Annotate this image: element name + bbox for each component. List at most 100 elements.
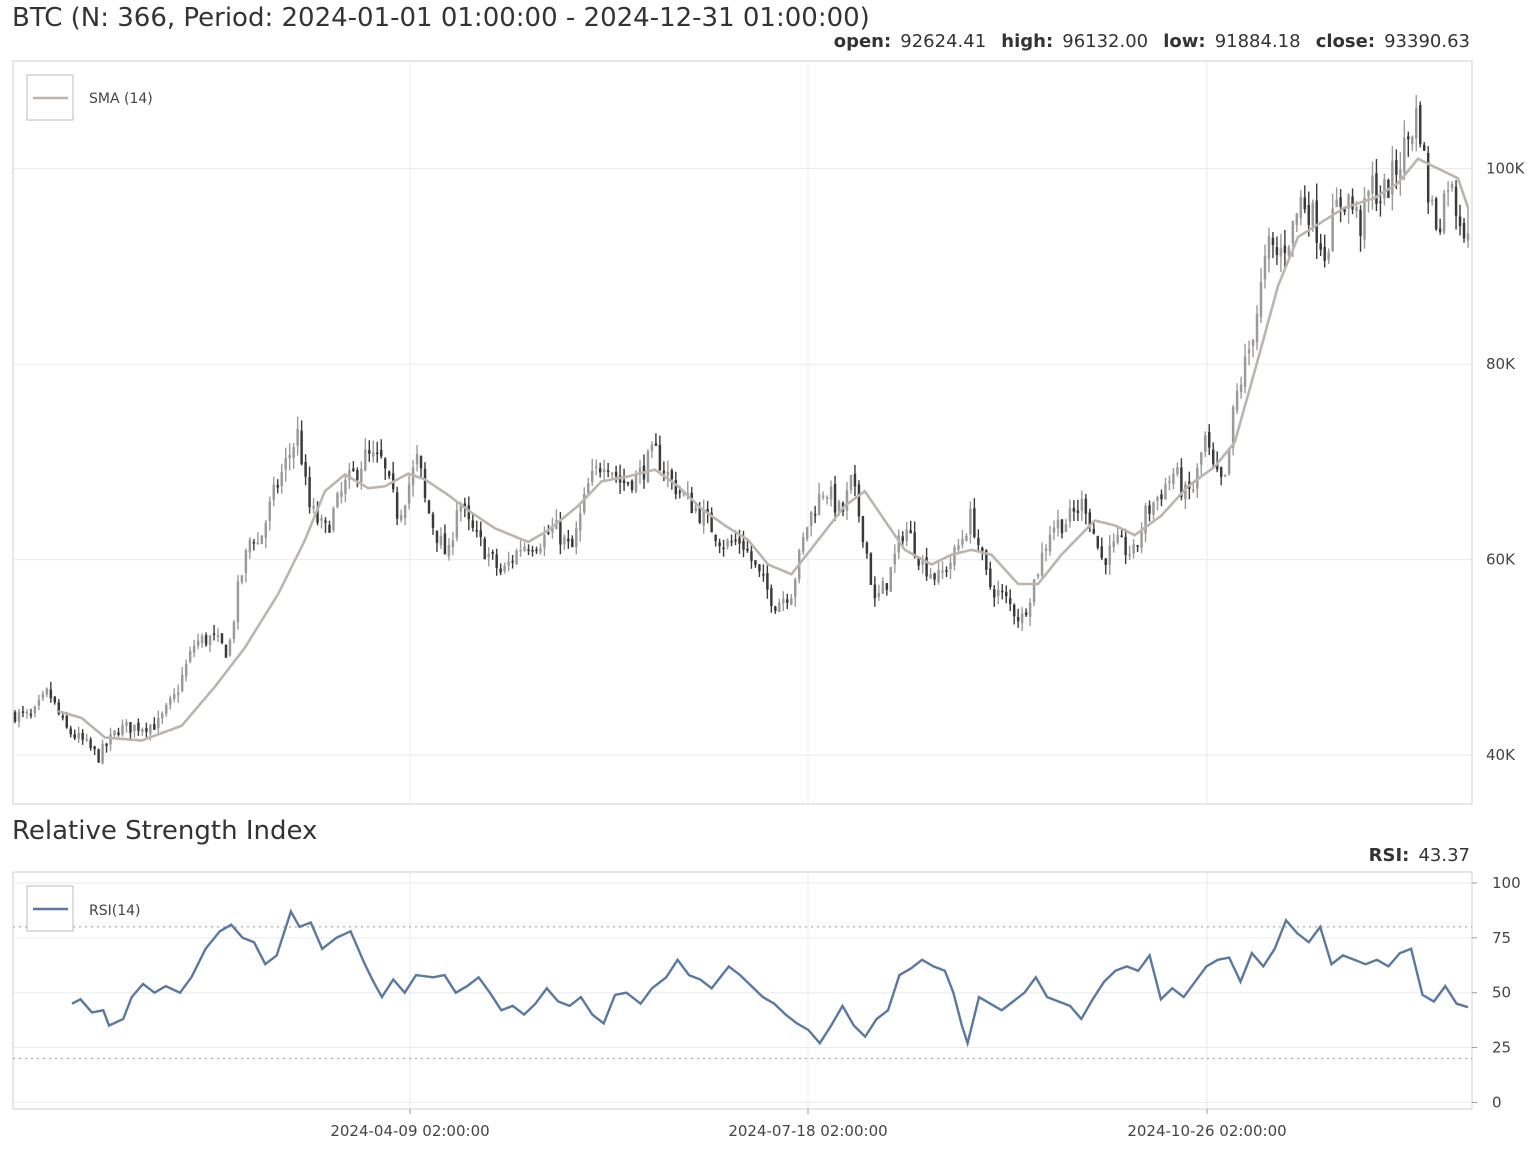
- candle-body: [491, 551, 494, 554]
- candle-body: [133, 724, 136, 732]
- candle: [654, 433, 658, 446]
- candle: [531, 545, 534, 557]
- x-axis: 2024-04-09 02:00:00 2024-07-18 02:00:00 20…: [330, 1109, 1287, 1140]
- candle: [1363, 187, 1366, 249]
- candle-body: [1267, 235, 1271, 259]
- candle-body: [1446, 190, 1450, 192]
- candle: [1204, 431, 1207, 458]
- candle: [125, 719, 128, 733]
- candle-body: [1371, 175, 1374, 194]
- candle: [109, 727, 112, 751]
- candle-body: [1044, 548, 1048, 551]
- candle: [196, 633, 200, 650]
- candle-body: [1466, 233, 1470, 241]
- rsi-y-tick-label: 75: [1492, 929, 1511, 947]
- x-tick-label: 2024-10-26 02:00:00: [1127, 1122, 1286, 1140]
- candle: [220, 632, 224, 645]
- candle: [13, 709, 17, 724]
- candle: [519, 540, 522, 557]
- candle-body: [929, 574, 932, 579]
- candle-body: [1020, 613, 1024, 624]
- candle: [718, 538, 721, 554]
- candle-body: [1359, 209, 1362, 237]
- candle: [507, 551, 510, 572]
- candle-body: [141, 729, 144, 732]
- candle: [1108, 535, 1111, 575]
- candle: [264, 519, 268, 548]
- candle: [1060, 518, 1064, 539]
- candle: [447, 538, 451, 561]
- candle: [762, 564, 765, 582]
- candle-body: [1415, 108, 1418, 139]
- candle-body: [507, 561, 510, 566]
- candle: [1104, 557, 1107, 575]
- candle: [200, 633, 204, 648]
- candle: [129, 722, 132, 740]
- candle-body: [654, 443, 658, 446]
- candle: [49, 681, 53, 703]
- candle: [1100, 537, 1104, 561]
- candle: [379, 439, 383, 459]
- candle-body: [1180, 467, 1183, 498]
- x-tick-label: 2024-07-18 02:00:00: [728, 1122, 887, 1140]
- candle-body: [184, 663, 188, 677]
- candle-body: [1422, 144, 1426, 151]
- candle-body: [85, 738, 88, 741]
- candle: [1395, 149, 1398, 190]
- candle: [1255, 305, 1259, 351]
- candle: [491, 549, 494, 560]
- candle-body: [348, 469, 351, 480]
- candle-body: [1204, 435, 1207, 452]
- candle-body: [208, 635, 212, 646]
- candle-body: [89, 739, 92, 748]
- candle-body: [845, 490, 849, 511]
- candle-body: [622, 480, 626, 484]
- candle: [1454, 180, 1458, 230]
- candle-body: [738, 537, 741, 544]
- candle-body: [1124, 537, 1127, 555]
- candle: [1422, 141, 1426, 151]
- main-y-tick-label: 40K: [1486, 746, 1516, 764]
- candle-body: [53, 696, 57, 703]
- candle: [1227, 447, 1231, 476]
- candle: [1415, 95, 1418, 152]
- candle-body: [1140, 531, 1143, 548]
- candle: [722, 539, 725, 557]
- candle-body: [372, 452, 375, 457]
- rsi-y-tick-label: 0: [1492, 1093, 1502, 1111]
- candle-body: [1303, 197, 1307, 210]
- candle-body: [192, 645, 196, 653]
- candle: [1008, 589, 1012, 612]
- candle-body: [383, 458, 387, 469]
- candle-body: [1016, 617, 1020, 622]
- candle: [957, 538, 960, 553]
- candle: [1096, 535, 1100, 550]
- candle: [555, 509, 558, 530]
- candle: [993, 584, 996, 607]
- candle-body: [1231, 406, 1235, 448]
- candle: [602, 459, 606, 483]
- candle: [809, 511, 813, 537]
- candle: [256, 532, 260, 545]
- candle: [933, 572, 936, 586]
- candle-body: [1458, 216, 1462, 227]
- candle: [913, 521, 916, 559]
- candle-body: [1132, 544, 1135, 554]
- candle: [1315, 183, 1318, 259]
- candle: [527, 544, 530, 556]
- candle-body: [614, 471, 618, 477]
- candle-body: [1347, 194, 1350, 209]
- candle: [865, 541, 869, 559]
- candle-body: [312, 505, 315, 509]
- candle: [1024, 608, 1028, 617]
- candle-body: [1315, 200, 1318, 243]
- candle: [1411, 135, 1414, 152]
- candle-body: [300, 430, 303, 465]
- candle-body: [997, 589, 1000, 596]
- candle-body: [1403, 137, 1406, 173]
- candle-body: [1048, 534, 1052, 552]
- candle-body: [487, 553, 490, 558]
- candle: [153, 717, 156, 731]
- candle-body: [232, 622, 236, 640]
- candle-body: [1120, 535, 1123, 538]
